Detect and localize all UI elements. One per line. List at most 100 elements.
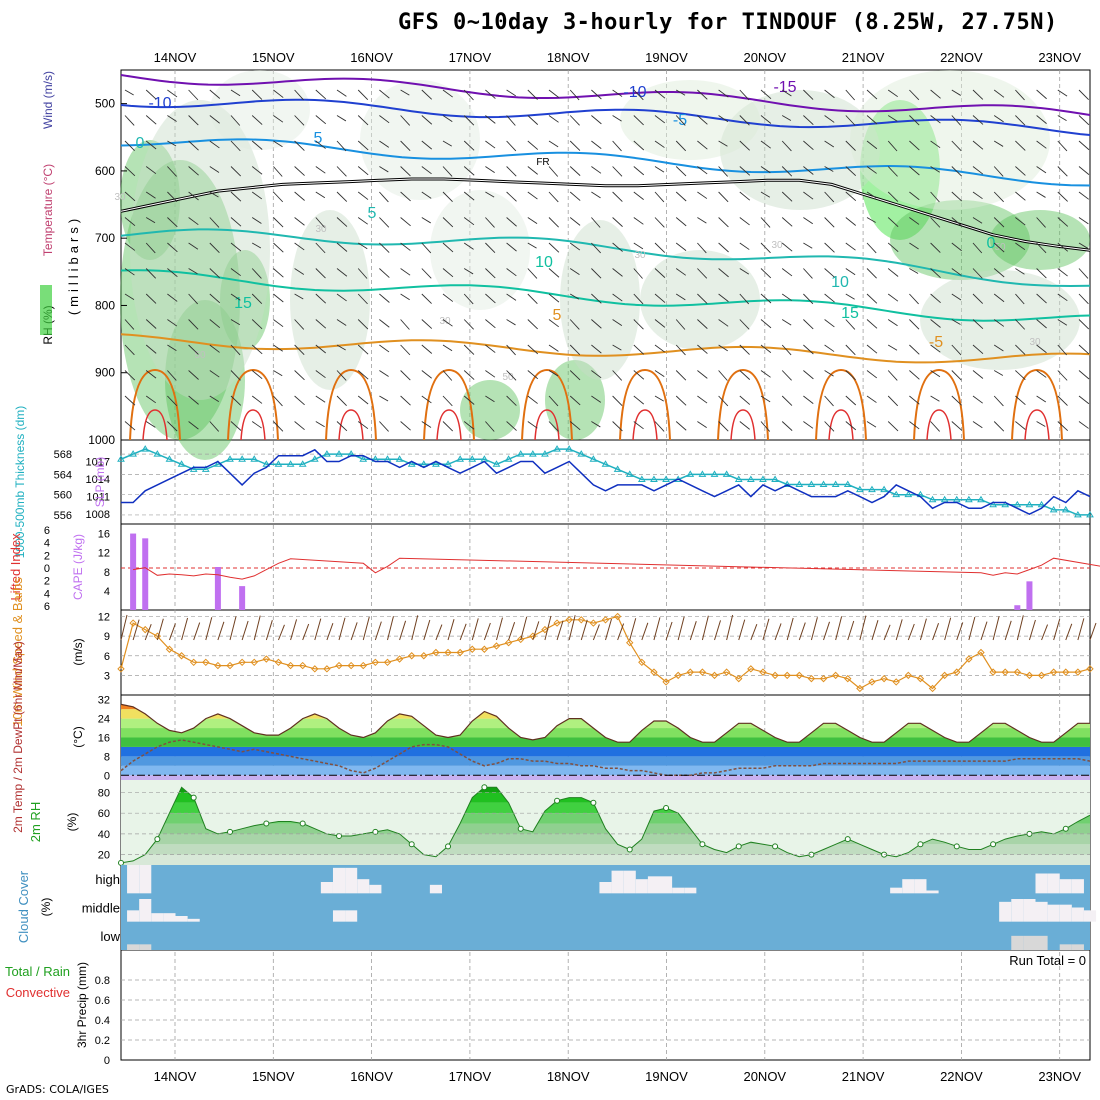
wind-barb	[569, 395, 581, 406]
wind-barb	[124, 166, 136, 177]
wind-barb	[824, 293, 835, 303]
wind-barb	[845, 370, 856, 381]
rh-band	[121, 833, 1090, 845]
wind-barb	[633, 166, 645, 176]
wind-barb-surface	[714, 620, 721, 641]
wind-barb	[357, 89, 369, 101]
wind-speed-point	[844, 674, 852, 683]
contour-label: 10	[535, 254, 553, 271]
wind-speed-point	[686, 668, 694, 676]
contour-label: -5	[929, 334, 943, 351]
wind-barb	[336, 191, 348, 202]
cloud-bar-middle	[175, 916, 188, 922]
wind-barb	[803, 268, 813, 279]
wind-barb	[336, 166, 347, 177]
wind-speed-point	[420, 652, 428, 660]
wind-barb	[1057, 191, 1068, 202]
wind-barb	[569, 421, 581, 431]
legend-wind: Wind (m/s)	[41, 71, 55, 129]
wind-barb	[803, 421, 814, 429]
wind-barb	[1078, 344, 1090, 355]
wind-barb	[675, 217, 687, 227]
x-tick-label-top: 18NOV	[547, 50, 590, 65]
y-tick-label-cape: 4	[104, 586, 110, 598]
x-tick-label-bottom: 14NOV	[154, 1069, 197, 1084]
wind-barb	[294, 421, 305, 431]
wind-barb	[1078, 89, 1089, 100]
wind-barb	[697, 140, 708, 150]
wind-barb	[1015, 115, 1026, 126]
thickness-point	[504, 455, 513, 462]
wind-speed-point	[226, 661, 234, 670]
wind-barb	[548, 395, 559, 407]
thickness-point	[771, 475, 779, 482]
thickness-point	[528, 450, 537, 457]
thickness-point	[335, 450, 343, 457]
wind-barb	[548, 217, 559, 228]
wind-barb	[294, 370, 305, 381]
wind-barb	[145, 89, 157, 100]
wind-barb-surface	[241, 620, 249, 641]
wind-barb	[230, 268, 241, 277]
thickness-point	[734, 475, 743, 482]
wind-barb	[612, 140, 622, 152]
thickness-point	[674, 475, 683, 482]
y-tick-label-pressure: 900	[95, 366, 115, 380]
wind-speed-point	[819, 674, 828, 683]
y-tick-label-temp: 24	[98, 714, 110, 726]
isotherm-line-surface-hot	[926, 409, 952, 441]
wind-barb	[527, 293, 538, 305]
cloud-bar-low	[1071, 944, 1084, 950]
wind-barb	[463, 242, 474, 250]
wind-barb-surface	[738, 619, 746, 641]
rh-shading	[430, 190, 530, 310]
rh-point	[190, 794, 197, 801]
wind-barb	[739, 344, 750, 355]
wind-barb	[1078, 115, 1090, 126]
wind-barb	[251, 344, 263, 355]
wind-barb	[548, 268, 560, 278]
wind-barb	[357, 319, 369, 330]
wind-speed-point	[953, 668, 961, 676]
wind-barb	[145, 217, 156, 224]
wind-barb	[463, 115, 475, 126]
wind-barb	[633, 115, 644, 126]
isotherm-line	[120, 98, 1091, 136]
wind-barb	[591, 268, 602, 279]
wind-barb	[315, 166, 326, 174]
wind-barb	[951, 344, 962, 356]
wind-barb-surface	[290, 619, 298, 641]
y-tick-label-thickness: 568	[54, 449, 72, 461]
cloud-bar-low	[1011, 935, 1024, 950]
wind-barb	[315, 217, 325, 228]
wind-barb	[930, 166, 940, 173]
contour-label: 0	[136, 135, 145, 152]
y-tick-label-slp: 1008	[86, 509, 110, 521]
wind-barb	[697, 421, 707, 429]
wind-barb	[400, 319, 410, 330]
wind-barb	[866, 370, 878, 379]
wind-barb	[972, 421, 983, 429]
wind-barb	[527, 217, 538, 225]
x-tick-label-bottom: 22NOV	[940, 1069, 983, 1084]
wind-barb	[379, 115, 390, 124]
contour-label: 30	[114, 192, 126, 203]
wind-barb	[654, 370, 665, 378]
rh-shading	[120, 140, 180, 260]
wind-barb	[824, 140, 835, 148]
wind-barb	[548, 370, 559, 377]
thickness-point	[468, 455, 477, 462]
wind-barb	[124, 115, 135, 126]
wind-barb	[1015, 268, 1025, 275]
wind-barb	[845, 395, 857, 406]
wind-barb	[188, 319, 199, 330]
wind-barb	[612, 217, 623, 227]
rh-point	[699, 841, 706, 848]
wind-speed-point	[359, 661, 367, 670]
temp-band	[121, 704, 1090, 710]
wind-barb	[569, 191, 581, 201]
wind-barb	[654, 140, 665, 148]
wind-barb	[697, 217, 707, 224]
wind-barb-surface	[895, 619, 903, 641]
wind-barb-surface	[1041, 624, 1049, 641]
